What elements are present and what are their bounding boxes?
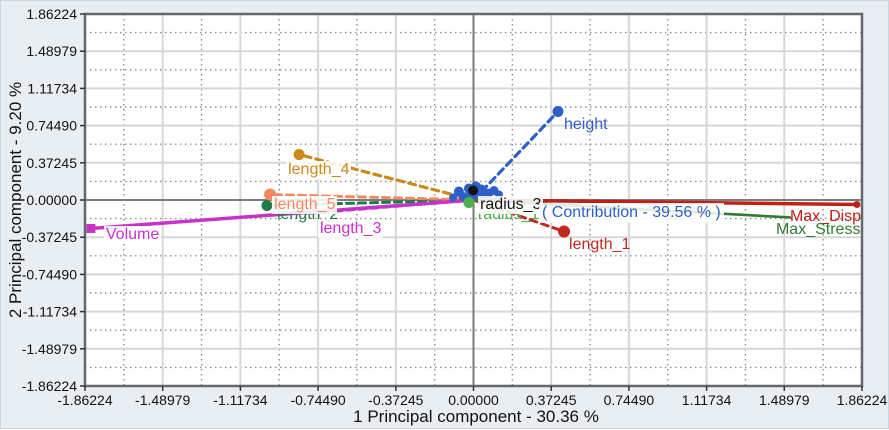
y-tick-label: 1.11734	[27, 80, 77, 96]
y-tick-label: 1.48979	[26, 43, 77, 59]
x-tick-label: 0.37245	[526, 392, 577, 408]
loading-vector-length_5	[268, 193, 475, 202]
marker-Volume	[86, 223, 96, 233]
y-tick-label: -1.86224	[22, 378, 77, 394]
marker-Max_Disp	[853, 200, 861, 208]
marker-radius_3	[468, 185, 479, 196]
chart-generated-layer: -1.86224 -1.48979 -1.11734 -0.74490 -0.37245…	[22, 6, 888, 408]
origin-cluster-point	[480, 193, 490, 203]
x-tick-label: 1.48979	[759, 392, 810, 408]
marker-length_4	[293, 149, 305, 161]
marker-length_1	[558, 225, 571, 238]
y-tick-label: -0.37245	[22, 229, 77, 245]
y-tick-label: -0.74490	[22, 266, 77, 282]
y-tick-label: 0.74490	[26, 118, 77, 134]
y-tick-label: -1.48979	[22, 341, 77, 357]
y-tick-label: 1.86224	[26, 6, 77, 22]
x-axis-title: 1 Principal component - 30.36 %	[353, 407, 599, 426]
x-tick-label: -1.48979	[135, 392, 190, 408]
marker-height	[552, 106, 564, 118]
y-axis-title: 2 Principal component - 9.20 %	[6, 82, 25, 318]
x-tick-label: -1.11734	[213, 392, 267, 408]
y-tick-label: -1.11734	[23, 304, 77, 320]
x-tick-label: 1.11734	[682, 392, 732, 408]
y-tick-label: 0.00000	[26, 192, 77, 208]
x-tick-label: 1.86224	[837, 392, 888, 408]
marker-length_5	[264, 188, 277, 201]
marker-radius_1	[463, 196, 475, 208]
x-tick-label: -1.86224	[57, 392, 112, 408]
origin-cluster-point	[449, 193, 458, 202]
x-tick-label: -0.37245	[368, 392, 423, 408]
loading-vector-Volume	[89, 198, 476, 231]
x-tick-label: -0.74490	[290, 392, 345, 408]
x-tick-label: 0.00000	[448, 392, 499, 408]
y-tick-label: 0.37245	[26, 155, 77, 171]
origin-cluster-point	[494, 190, 503, 199]
loading-vector-height	[471, 109, 560, 202]
marker-length_2	[261, 199, 273, 211]
x-tick-label: 0.74490	[604, 392, 655, 408]
